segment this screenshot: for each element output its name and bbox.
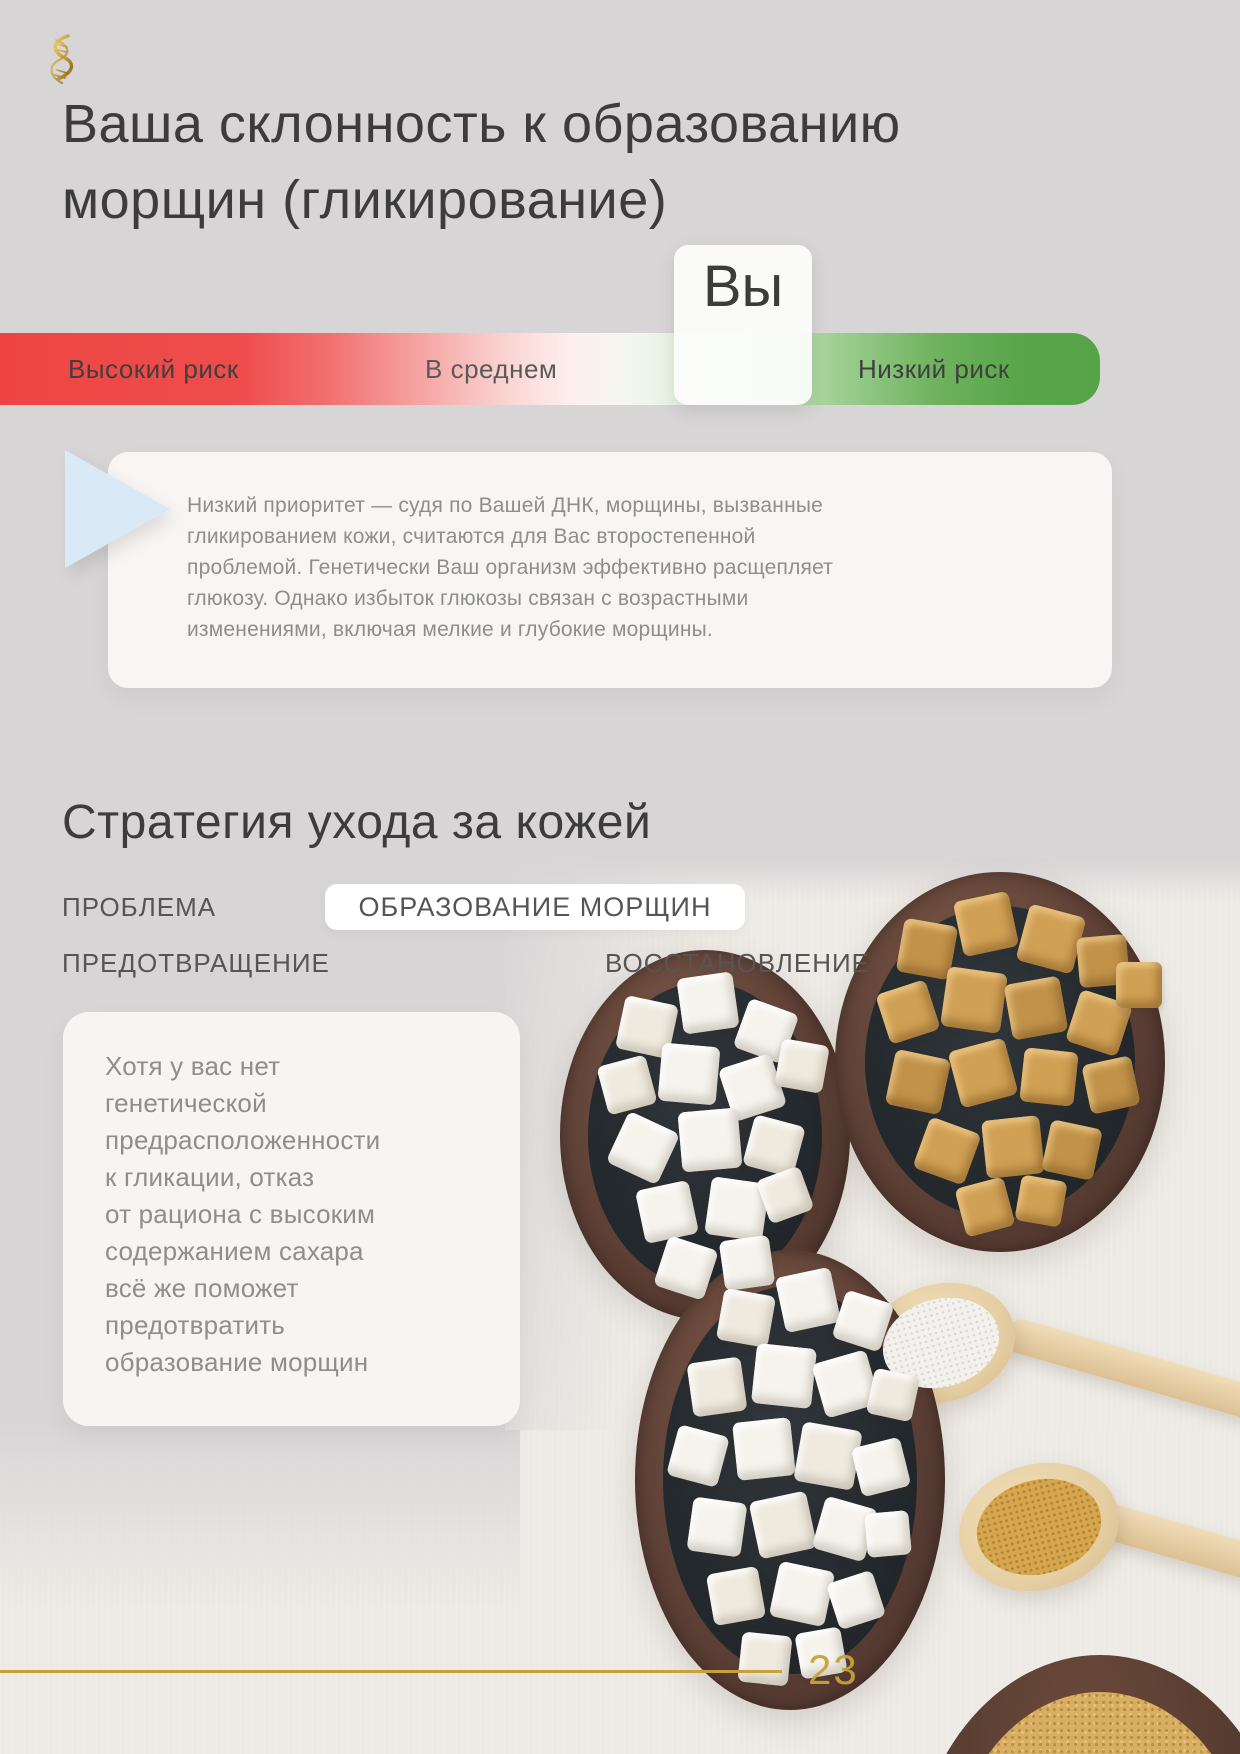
your-result-marker-label: Вы [702, 254, 784, 319]
white-sugar-cube [774, 1038, 830, 1094]
summary-card: Низкий приоритет — судя по Вашей ДНК, мо… [108, 452, 1112, 688]
white-sugar-cube [715, 1287, 777, 1349]
white-sugar-cube [732, 1417, 796, 1481]
risk-label-high: Высокий риск [68, 353, 239, 384]
risk-label-low: Низкий риск [858, 353, 1010, 384]
brown-sugar-cube [1003, 975, 1069, 1041]
white-sugar-cube [774, 1266, 842, 1334]
prevention-column-label: ПРЕДОТВРАЩЕНИЕ [62, 948, 330, 978]
problem-value-badge: ОБРАЗОВАНИЕ МОРЩИН [325, 884, 745, 930]
white-sugar-cube [768, 1560, 836, 1628]
white-sugar-cube [677, 1107, 743, 1173]
recovery-column-label: ВОССТАНОВЛЕНИЕ [605, 948, 871, 978]
strategy-section-title: Стратегия ухода за кожей [62, 796, 652, 849]
brown-sugar-cube [1019, 1047, 1079, 1107]
brown-sugar-cube [952, 890, 1020, 958]
risk-gradient-bar: Высокий риск В среднем Низкий риск [0, 333, 1100, 405]
brown-sugar-cube [1041, 1119, 1103, 1181]
brown-sugar-cube [884, 1048, 952, 1116]
page-title: Ваша склонность к образованию морщин (гл… [62, 94, 901, 230]
summary-text: Низкий приоритет — судя по Вашей ДНК, мо… [187, 494, 834, 641]
white-sugar-cube [864, 1510, 912, 1558]
white-sugar-cube [748, 1490, 818, 1560]
white-sugar-cube [686, 1496, 748, 1558]
white-sugar-cube [676, 971, 740, 1035]
dna-logo-icon [50, 34, 74, 85]
page-number: 23 [808, 1646, 859, 1693]
white-sugar-cube [751, 1343, 817, 1409]
risk-label-mid: В среднем [425, 353, 558, 384]
footer-accent-line [0, 1670, 782, 1673]
white-sugar-cube [634, 1179, 700, 1245]
prevention-text: Хотя у вас нет генетической предрасполож… [105, 1051, 381, 1377]
white-sugar-cube [718, 1234, 776, 1292]
white-sugar-cube [705, 1565, 767, 1627]
brown-sugar-cube [1081, 1055, 1141, 1115]
brown-sugar-cube [1014, 1174, 1068, 1228]
prevention-card: Хотя у вас нет генетической предрасполож… [63, 1012, 520, 1426]
brown-sugar-cube [940, 966, 1008, 1034]
brown-sugar-cube [1116, 962, 1162, 1008]
white-sugar-cube [865, 1367, 921, 1423]
pointer-triangle-icon [65, 450, 170, 568]
your-result-marker: Вы [674, 245, 812, 405]
brown-sugar-cube [981, 1115, 1045, 1179]
white-sugar-cube [686, 1356, 748, 1418]
problem-label: ПРОБЛЕМА [62, 891, 217, 922]
white-sugar-cube [657, 1042, 721, 1106]
white-sugar-cube [737, 1631, 793, 1687]
